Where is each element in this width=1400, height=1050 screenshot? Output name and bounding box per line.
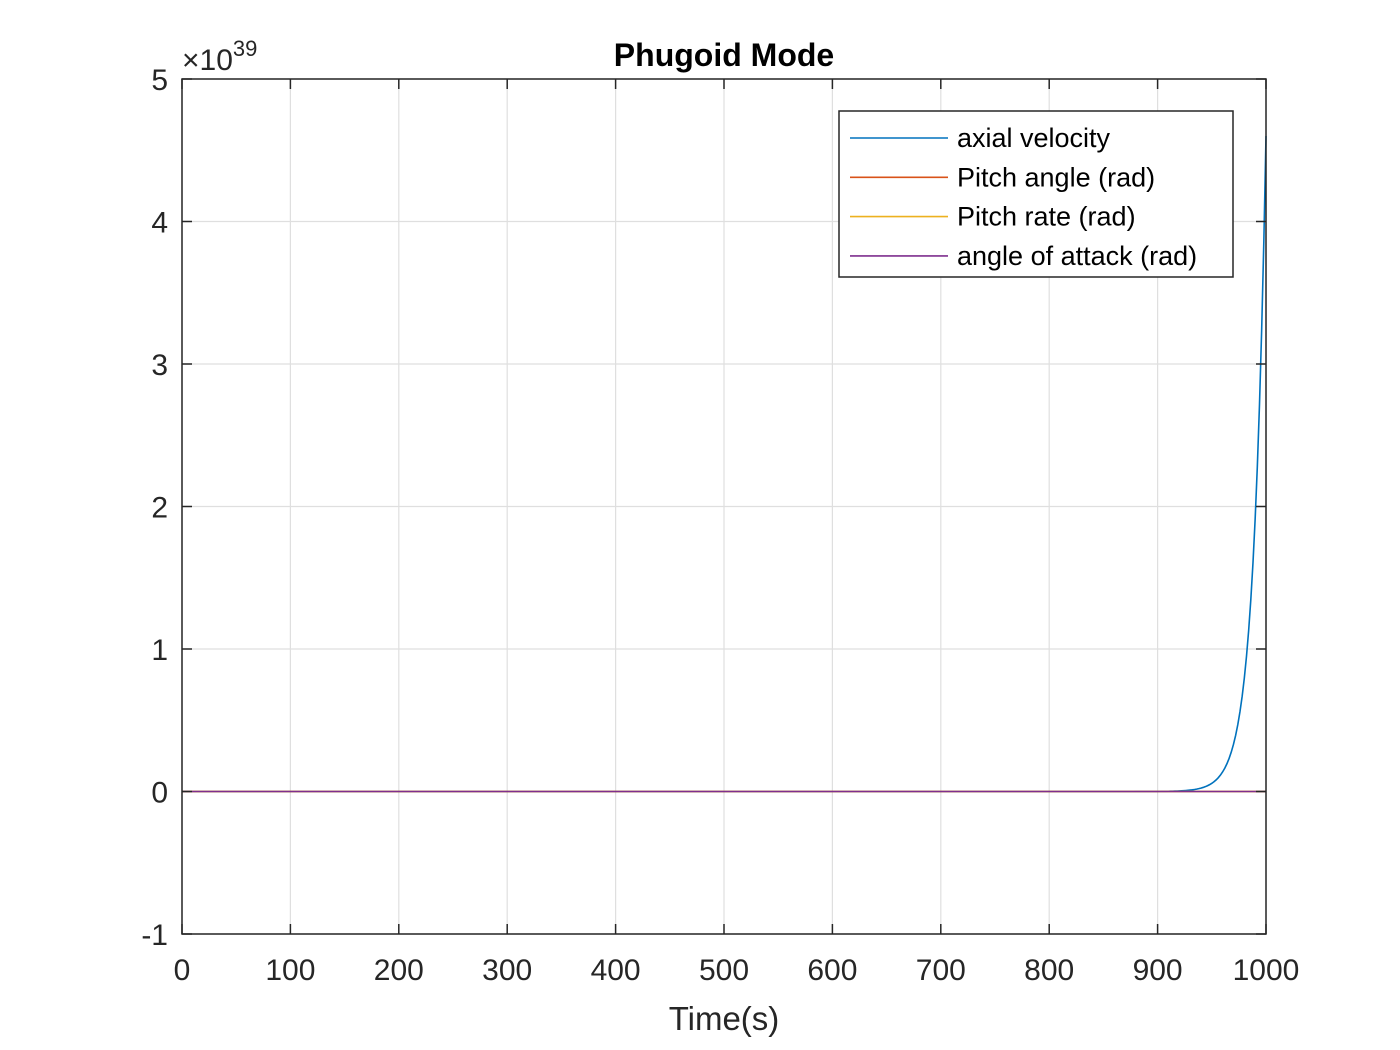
- x-tick-label: 700: [916, 954, 966, 987]
- x-tick-label: 900: [1133, 954, 1183, 987]
- x-tick-label: 300: [482, 954, 532, 987]
- y-tick-label: 3: [151, 349, 168, 382]
- legend[interactable]: axial velocity Pitch angle (rad) Pitch rat…: [838, 110, 1234, 278]
- y-tick-label: -1: [141, 919, 168, 952]
- x-axis-label: Time(s): [669, 1000, 780, 1037]
- y-tick-label: 5: [151, 64, 168, 97]
- y-tick-labels: -1 0 1 2 3 4 5: [141, 64, 168, 952]
- x-tick-label: 400: [591, 954, 641, 987]
- x-tick-label: 800: [1024, 954, 1074, 987]
- legend-label: axial velocity: [957, 123, 1111, 153]
- y-tick-label: 0: [151, 777, 168, 810]
- y-tick-label: 1: [151, 634, 168, 667]
- y-tick-label: 2: [151, 492, 168, 525]
- legend-label: angle of attack (rad): [957, 241, 1197, 271]
- x-tick-label: 200: [374, 954, 424, 987]
- legend-label: Pitch angle (rad): [957, 162, 1155, 192]
- x-tick-label: 600: [807, 954, 857, 987]
- x-tick-labels: 0 100 200 300 400 500 600 700 800 900 1000: [174, 954, 1300, 987]
- x-tick-label: 100: [265, 954, 315, 987]
- y-tick-label: 4: [151, 207, 168, 240]
- y-exponent-label: ×1039: [182, 36, 257, 77]
- legend-label: Pitch rate (rad): [957, 202, 1136, 232]
- x-tick-label: 500: [699, 954, 749, 987]
- series-group: [182, 135, 1267, 793]
- x-tick-label: 1000: [1233, 954, 1300, 987]
- chart-title: Phugoid Mode: [614, 37, 834, 73]
- tick-marks: [181, 78, 1267, 935]
- x-tick-label: 0: [174, 954, 191, 987]
